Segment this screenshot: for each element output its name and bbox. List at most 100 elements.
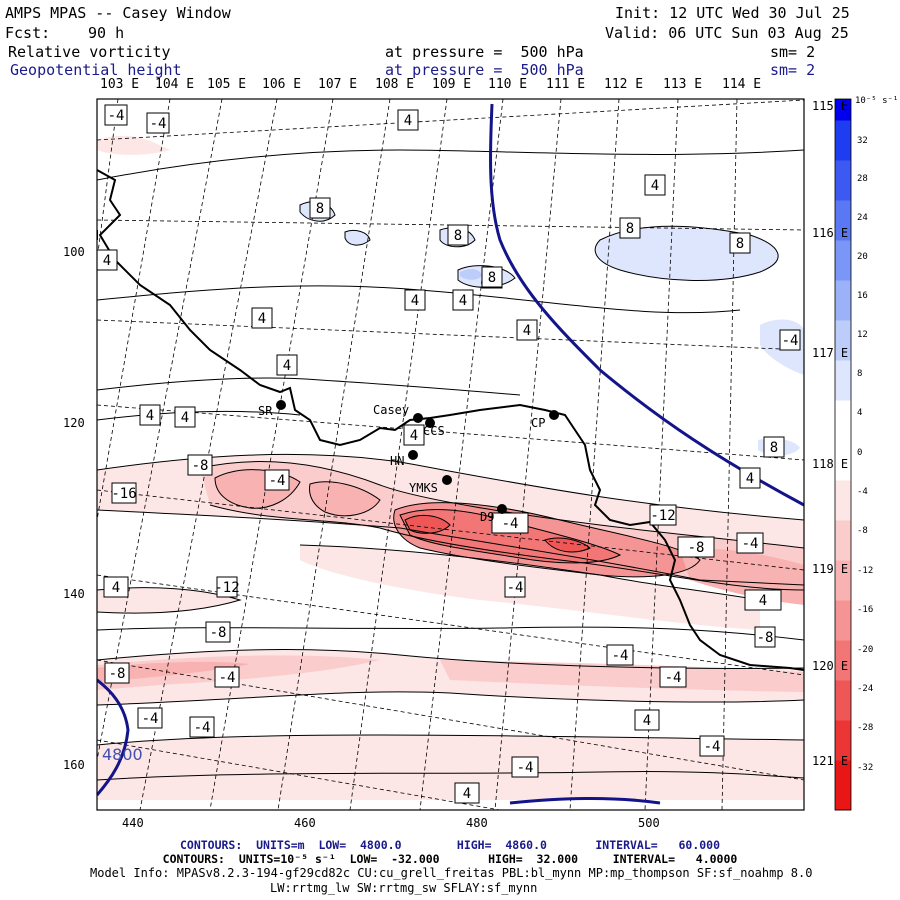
colorbar-units: 10⁻⁵ s⁻¹ [855,96,898,106]
svg-text:-12: -12 [214,580,239,596]
top-lon-label: 105 E [207,77,247,92]
forecast-hour: 90 h [88,24,125,42]
svg-text:D9: D9 [480,510,494,524]
svg-text:440: 440 [122,816,144,830]
stations: SR Casey CCS CP HN YMKS D9 [258,400,559,524]
colorbar-tick: 28 [857,174,868,184]
contour-label: -4 [504,576,526,598]
svg-text:4: 4 [651,178,659,194]
contour-label: 8 [309,197,331,219]
svg-text:115 E: 115 E [812,99,848,113]
contour-label: 4 [744,589,782,611]
field1-smoothing: sm= 2 [770,43,816,61]
svg-text:4: 4 [404,113,412,129]
vort-band-sw [97,587,240,614]
coastline [97,169,804,671]
svg-text:120 E: 120 E [812,659,848,673]
vort-band-south2 [97,735,804,800]
axis-ticks: 100 120 140 160 440 460 480 500 [63,245,660,830]
colorbar-tick: 4 [857,408,862,418]
svg-text:8: 8 [488,270,496,286]
contour-label: -8 [104,662,130,684]
svg-text:118 E: 118 E [812,457,848,471]
vorticity-contour-info: CONTOURS: UNITS=10⁻⁵ s⁻¹ LOW= -32.000 HI… [162,852,738,866]
svg-text:-8: -8 [688,540,705,556]
svg-text:-4: -4 [502,516,519,532]
top-lon-label: 107 E [318,77,358,92]
colorbar-tick: -16 [857,605,873,615]
contour-label: 4 [404,289,426,311]
svg-text:119 E: 119 E [812,562,848,576]
svg-text:-4: -4 [517,760,534,776]
svg-text:100: 100 [63,245,85,259]
top-lon-label: 113 E [663,77,703,92]
svg-text:-4: -4 [219,670,236,686]
contour-label: -4 [779,329,801,351]
contour-label: 4 [96,249,118,271]
contour-label: -4 [511,756,539,778]
vort-band-mid [300,545,760,630]
vort-band-south-core [97,661,250,682]
svg-text:-4: -4 [782,333,799,349]
contour-label: 4 [174,406,196,428]
vort-positive-2 [345,230,370,246]
contour-label: -4 [146,112,170,134]
contour-label: -4 [214,666,240,688]
top-lon-label: 109 E [432,77,472,92]
contour-label: -8 [754,626,776,648]
field2-smoothing: sm= 2 [770,61,816,79]
top-lon-label: 111 E [546,77,586,92]
colorbar-tick: 32 [857,136,868,146]
contour-label: -4 [189,716,215,738]
map-title: AMPS MPAS -- Casey Window [5,4,231,22]
colorbar-tick: -4 [857,487,868,497]
height-contour-label: 4800 [102,745,143,764]
contour-label: -8 [205,621,231,643]
contour-label: -4 [606,644,634,666]
station-sr: SR [258,400,286,418]
svg-text:460: 460 [294,816,316,830]
contour-label: 4 [276,354,298,376]
contour-label: 4 [403,424,425,446]
contour-label: 8 [447,224,469,246]
svg-text:-4: -4 [269,473,286,489]
top-lon-label: 110 E [488,77,528,92]
contour-label: 8 [619,217,641,239]
height-contours [97,103,804,805]
top-lon-label: 106 E [262,77,302,92]
colorbar-tick: -8 [857,526,868,536]
init-time: Init: 12 UTC Wed 30 Jul 25 [615,4,850,22]
top-lon-label: 104 E [155,77,195,92]
svg-text:4: 4 [523,323,531,339]
colorbar-labels: 10⁻⁵ s⁻¹ 32 28 24 20 16 12 8 4 0 -4 -8 -… [855,96,898,773]
station-ymks: YMKS [409,475,452,495]
contour-label: 8 [763,436,785,458]
svg-text:YMKS: YMKS [409,481,438,495]
svg-text:-4: -4 [194,720,211,736]
colorbar-tick: 12 [857,330,868,340]
svg-text:4: 4 [112,580,120,596]
svg-text:8: 8 [626,221,634,237]
svg-text:-8: -8 [757,630,774,646]
vort-positive-5 [460,268,482,280]
station-hn: HN [390,450,418,468]
contour-label: -4 [137,707,163,729]
vort-north-east [97,135,170,155]
model-info-2: LW:rrtmg_lw SW:rrtmg_sw SFLAY:sf_mynn [270,881,538,895]
contour-label: 4 [452,289,474,311]
svg-text:-4: -4 [507,580,524,596]
colorbar-tick: 20 [857,252,868,262]
contour-label: -16 [111,482,137,504]
svg-text:4: 4 [459,293,467,309]
contour-label: 4 [251,307,273,329]
field2-name: Geopotential height [10,61,182,79]
contour-label: 8 [481,266,503,288]
latlon-grid [97,99,804,810]
colorbar-tick: 0 [857,448,862,458]
svg-text:4: 4 [759,593,767,609]
svg-text:160: 160 [63,758,85,772]
svg-text:-16: -16 [111,486,136,502]
svg-text:-4: -4 [142,711,159,727]
model-info: Model Info: MPASv8.2.3-194-gf29cd82c CU:… [90,866,813,880]
